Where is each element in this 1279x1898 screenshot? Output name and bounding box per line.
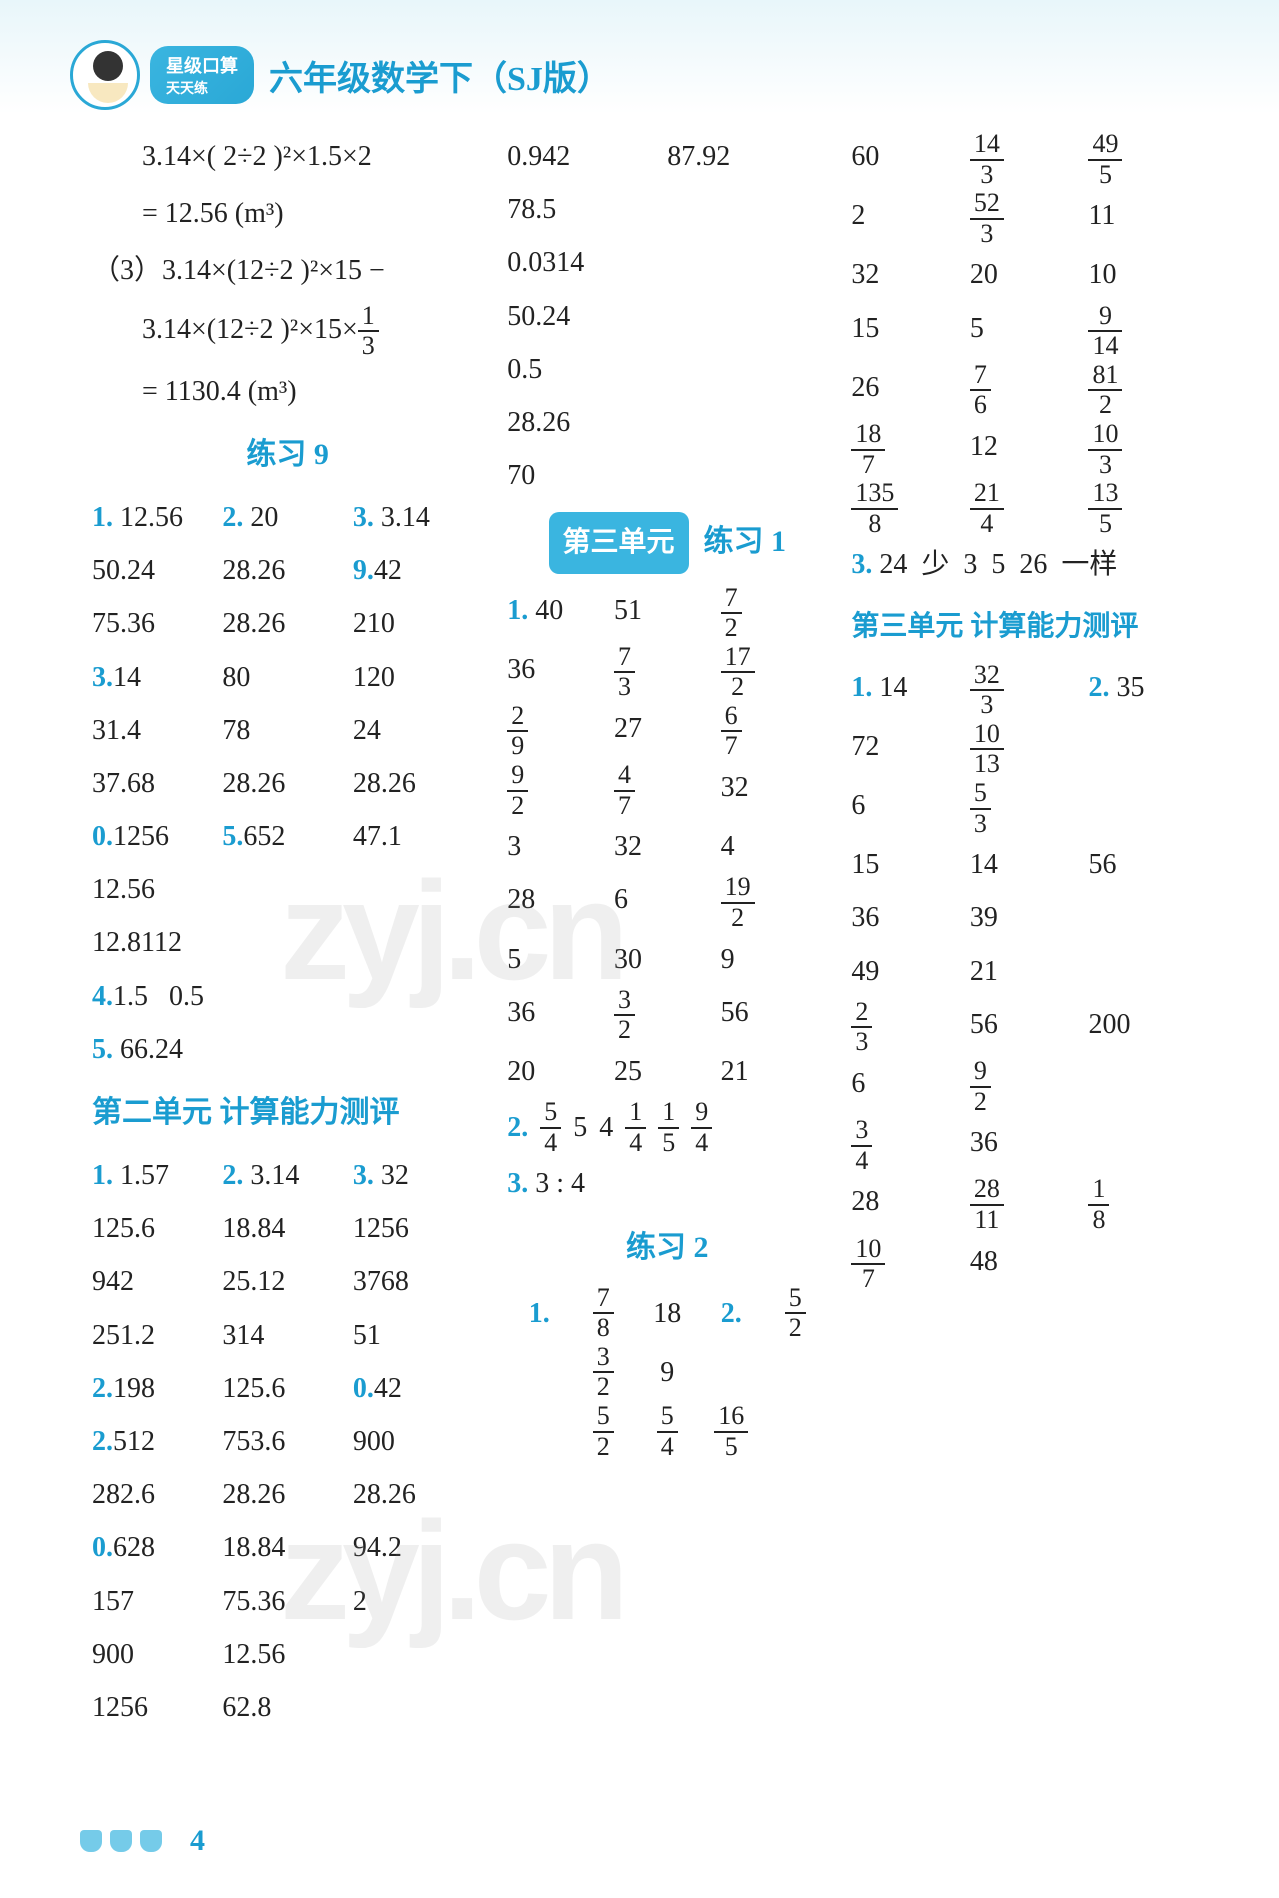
answer-row: 924732 (507, 761, 827, 820)
answer-row: 1. 405172 (507, 584, 827, 643)
answer-row: 75.3628.26210 (92, 597, 483, 650)
footer-dot-icon (80, 1830, 102, 1852)
answer-row: 10748 (851, 1235, 1207, 1294)
footer-dot-icon (110, 1830, 132, 1852)
answer-row: 2.512753.6900 (92, 1415, 483, 1468)
answer-row: 3324 (507, 820, 827, 873)
section-heading: 第二单元 计算能力测评 (92, 1084, 483, 1141)
column-3: 6014349525231132201015591426768121871210… (839, 130, 1219, 1734)
answer-row: 692 (851, 1057, 1207, 1116)
answer-value: 78.5 (507, 183, 827, 236)
equation: （3）3.14×(12÷2 )²×15 − (92, 244, 483, 297)
answer-row: 0.62818.8494.2 (92, 1521, 483, 1574)
answer-row: 5. 66.24 (92, 1023, 483, 1076)
answer-row: 251.231451 (92, 1309, 483, 1362)
answer-row: 292767 (507, 702, 827, 761)
answer-row: 2.5454141594 (507, 1098, 827, 1157)
answer-row: 3.1480120 (92, 651, 483, 704)
equation: 3.14×( 2÷2 )²×1.5×2 (92, 130, 483, 183)
answer-row: 653 (851, 779, 1207, 838)
unit-heading: 第三单元 练习 1 (507, 512, 827, 573)
answer-row: 28281118 (851, 1175, 1207, 1234)
content-area: 3.14×( 2÷2 )²×1.5×2 = 12.56 (m³) （3）3.14… (0, 130, 1279, 1734)
answer-row: 155914 (851, 302, 1207, 361)
equation-result: = 12.56 (m³) (92, 187, 483, 240)
answer-value: 12.56 (92, 863, 483, 916)
answer-row: 3. 24 少 3 5 26 一样 (851, 538, 1207, 591)
section-heading: 第三单元 计算能力测评 (851, 600, 1207, 653)
footer-dot-icon (140, 1830, 162, 1852)
mascot-icon (70, 40, 140, 110)
page-footer: 4 (80, 1824, 205, 1858)
answer-row: 125.618.841256 (92, 1202, 483, 1255)
answer-row: 15775.362 (92, 1575, 483, 1628)
page-title: 六年级数学下（SJ版） (269, 51, 611, 100)
answer-value: 0.0314 (507, 236, 827, 289)
answer-row: 5309 (507, 933, 827, 986)
answer-value: 50.24 (507, 290, 827, 343)
answer-row: 2356200 (851, 998, 1207, 1057)
equation-result: = 1130.4 (m³) (92, 365, 483, 418)
answer-row: 3. 3 : 4 (507, 1157, 827, 1210)
page-header: 星级口算 天天练 六年级数学下（SJ版） (0, 0, 1279, 130)
answer-row: 94225.123768 (92, 1255, 483, 1308)
answer-row: 1358214135 (851, 479, 1207, 538)
answer-row: 125662.8 (92, 1681, 483, 1734)
column-1: 3.14×( 2÷2 )²×1.5×2 = 12.56 (m³) （3）3.14… (80, 130, 495, 1734)
answer-row: 1. 12.562. 203. 3.14 (92, 491, 483, 544)
answer-row: 2676812 (851, 361, 1207, 420)
answer-value: 70 (507, 449, 827, 502)
answer-row: 0.94287.92 (507, 130, 827, 183)
answer-row: 31.47824 (92, 704, 483, 757)
column-2: 0.94287.92 78.5 0.0314 50.24 0.5 28.26 7… (495, 130, 839, 1734)
answer-row: 50.2428.269.42 (92, 544, 483, 597)
answer-row: 4921 (851, 945, 1207, 998)
answer-row: 1. 1.572. 3.143. 32 (92, 1149, 483, 1202)
section-heading: 练习 9 (92, 426, 483, 483)
answer-row: 60143495 (851, 130, 1207, 189)
answer-row: 322010 (851, 248, 1207, 301)
answer-row: 3436 (851, 1116, 1207, 1175)
answer-row: 252311 (851, 189, 1207, 248)
answer-value: 12.8112 (92, 916, 483, 969)
answer-row: 151456 (851, 838, 1207, 891)
answer-row: 721013 (851, 720, 1207, 779)
answer-row: 1.78182.52 (507, 1284, 827, 1343)
answer-value: 0.5 (507, 343, 827, 396)
answer-row: 4.1.5 0.5 (92, 970, 483, 1023)
answer-row: 202521 (507, 1045, 827, 1098)
answer-row: 5254165 (507, 1402, 827, 1461)
answer-row: 3639 (851, 891, 1207, 944)
answer-row: 363256 (507, 986, 827, 1045)
answer-row: 1. 143232. 35 (851, 661, 1207, 720)
answer-row: 37.6828.2628.26 (92, 757, 483, 810)
answer-row: 0.12565.65247.1 (92, 810, 483, 863)
answer-row: 329 (507, 1343, 827, 1402)
section-heading: 练习 2 (507, 1219, 827, 1276)
equation: 3.14×(12÷2 )²×15×13 (92, 302, 483, 361)
series-badge: 星级口算 天天练 (150, 46, 254, 104)
answer-row: 3673172 (507, 643, 827, 702)
answer-row: 90012.56 (92, 1628, 483, 1681)
answer-row: 2.198125.60.42 (92, 1362, 483, 1415)
answer-row: 282.628.2628.26 (92, 1468, 483, 1521)
answer-row: 286192 (507, 873, 827, 932)
answer-row: 18712103 (851, 420, 1207, 479)
page-number: 4 (190, 1824, 205, 1858)
answer-value: 28.26 (507, 396, 827, 449)
